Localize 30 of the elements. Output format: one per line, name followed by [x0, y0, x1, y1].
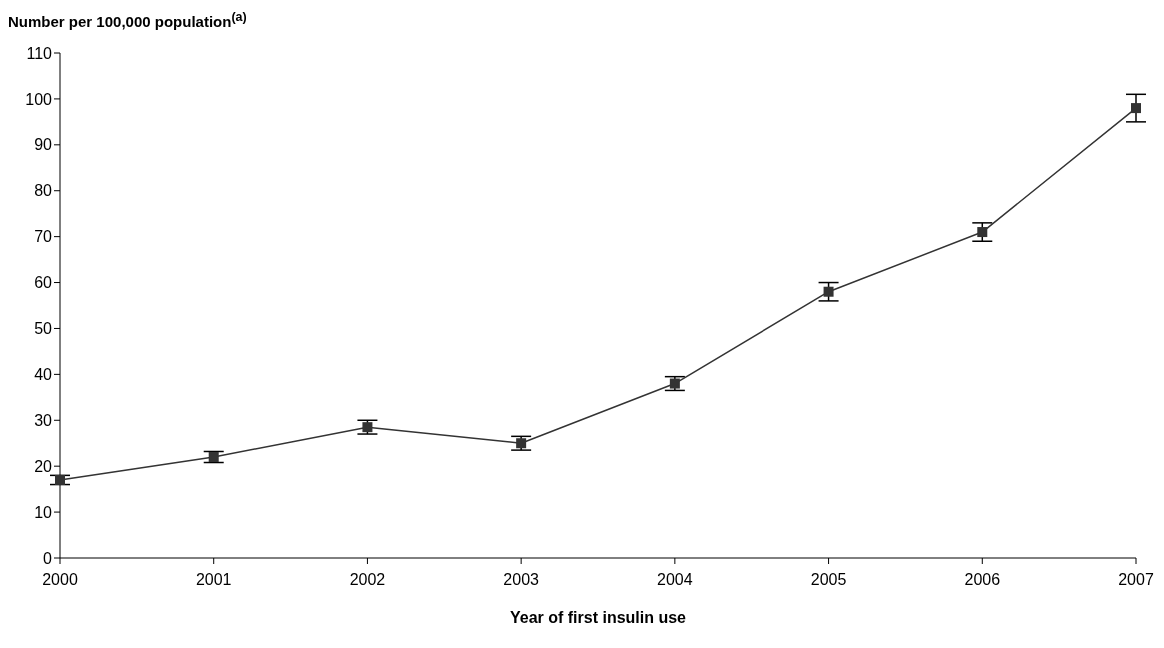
x-tick-label: 2004 — [657, 571, 693, 589]
point — [1131, 103, 1141, 114]
x-axis-title: Year of first insulin use — [509, 609, 687, 626]
x-tick-label: 2002 — [349, 571, 386, 589]
y-tick-label: 20 — [34, 457, 53, 475]
point — [362, 422, 373, 433]
y-tick-label: 50 — [34, 320, 53, 338]
y-tick-label: 80 — [34, 182, 53, 200]
y-tick-label: 0 — [43, 549, 53, 567]
y-tick-label: 70 — [34, 228, 53, 246]
point — [208, 452, 219, 462]
point — [823, 286, 834, 297]
y-tick-label: 90 — [34, 136, 53, 154]
point — [669, 378, 680, 389]
x-tick-label: 2006 — [964, 571, 1001, 589]
point — [516, 438, 527, 449]
x-tick-label: 2001 — [195, 571, 232, 589]
x-tick-label: 2005 — [810, 571, 847, 589]
point — [55, 474, 65, 485]
point — [977, 227, 988, 238]
y-tick-label: 100 — [25, 90, 53, 108]
x-tick-label: 2000 — [42, 571, 78, 589]
x-tick-label: 2007 — [1118, 571, 1154, 589]
y-tick-label: 10 — [34, 503, 53, 521]
y-tick-label: 60 — [34, 274, 53, 292]
x-tick-label: 2003 — [503, 571, 540, 589]
y-tick-label: 40 — [34, 366, 53, 384]
y-axis-title: Number per 100,000 population$^{(a)}$ — [8, 10, 247, 30]
y-tick-label: 30 — [34, 411, 53, 429]
y-tick-label: 110 — [26, 44, 53, 62]
